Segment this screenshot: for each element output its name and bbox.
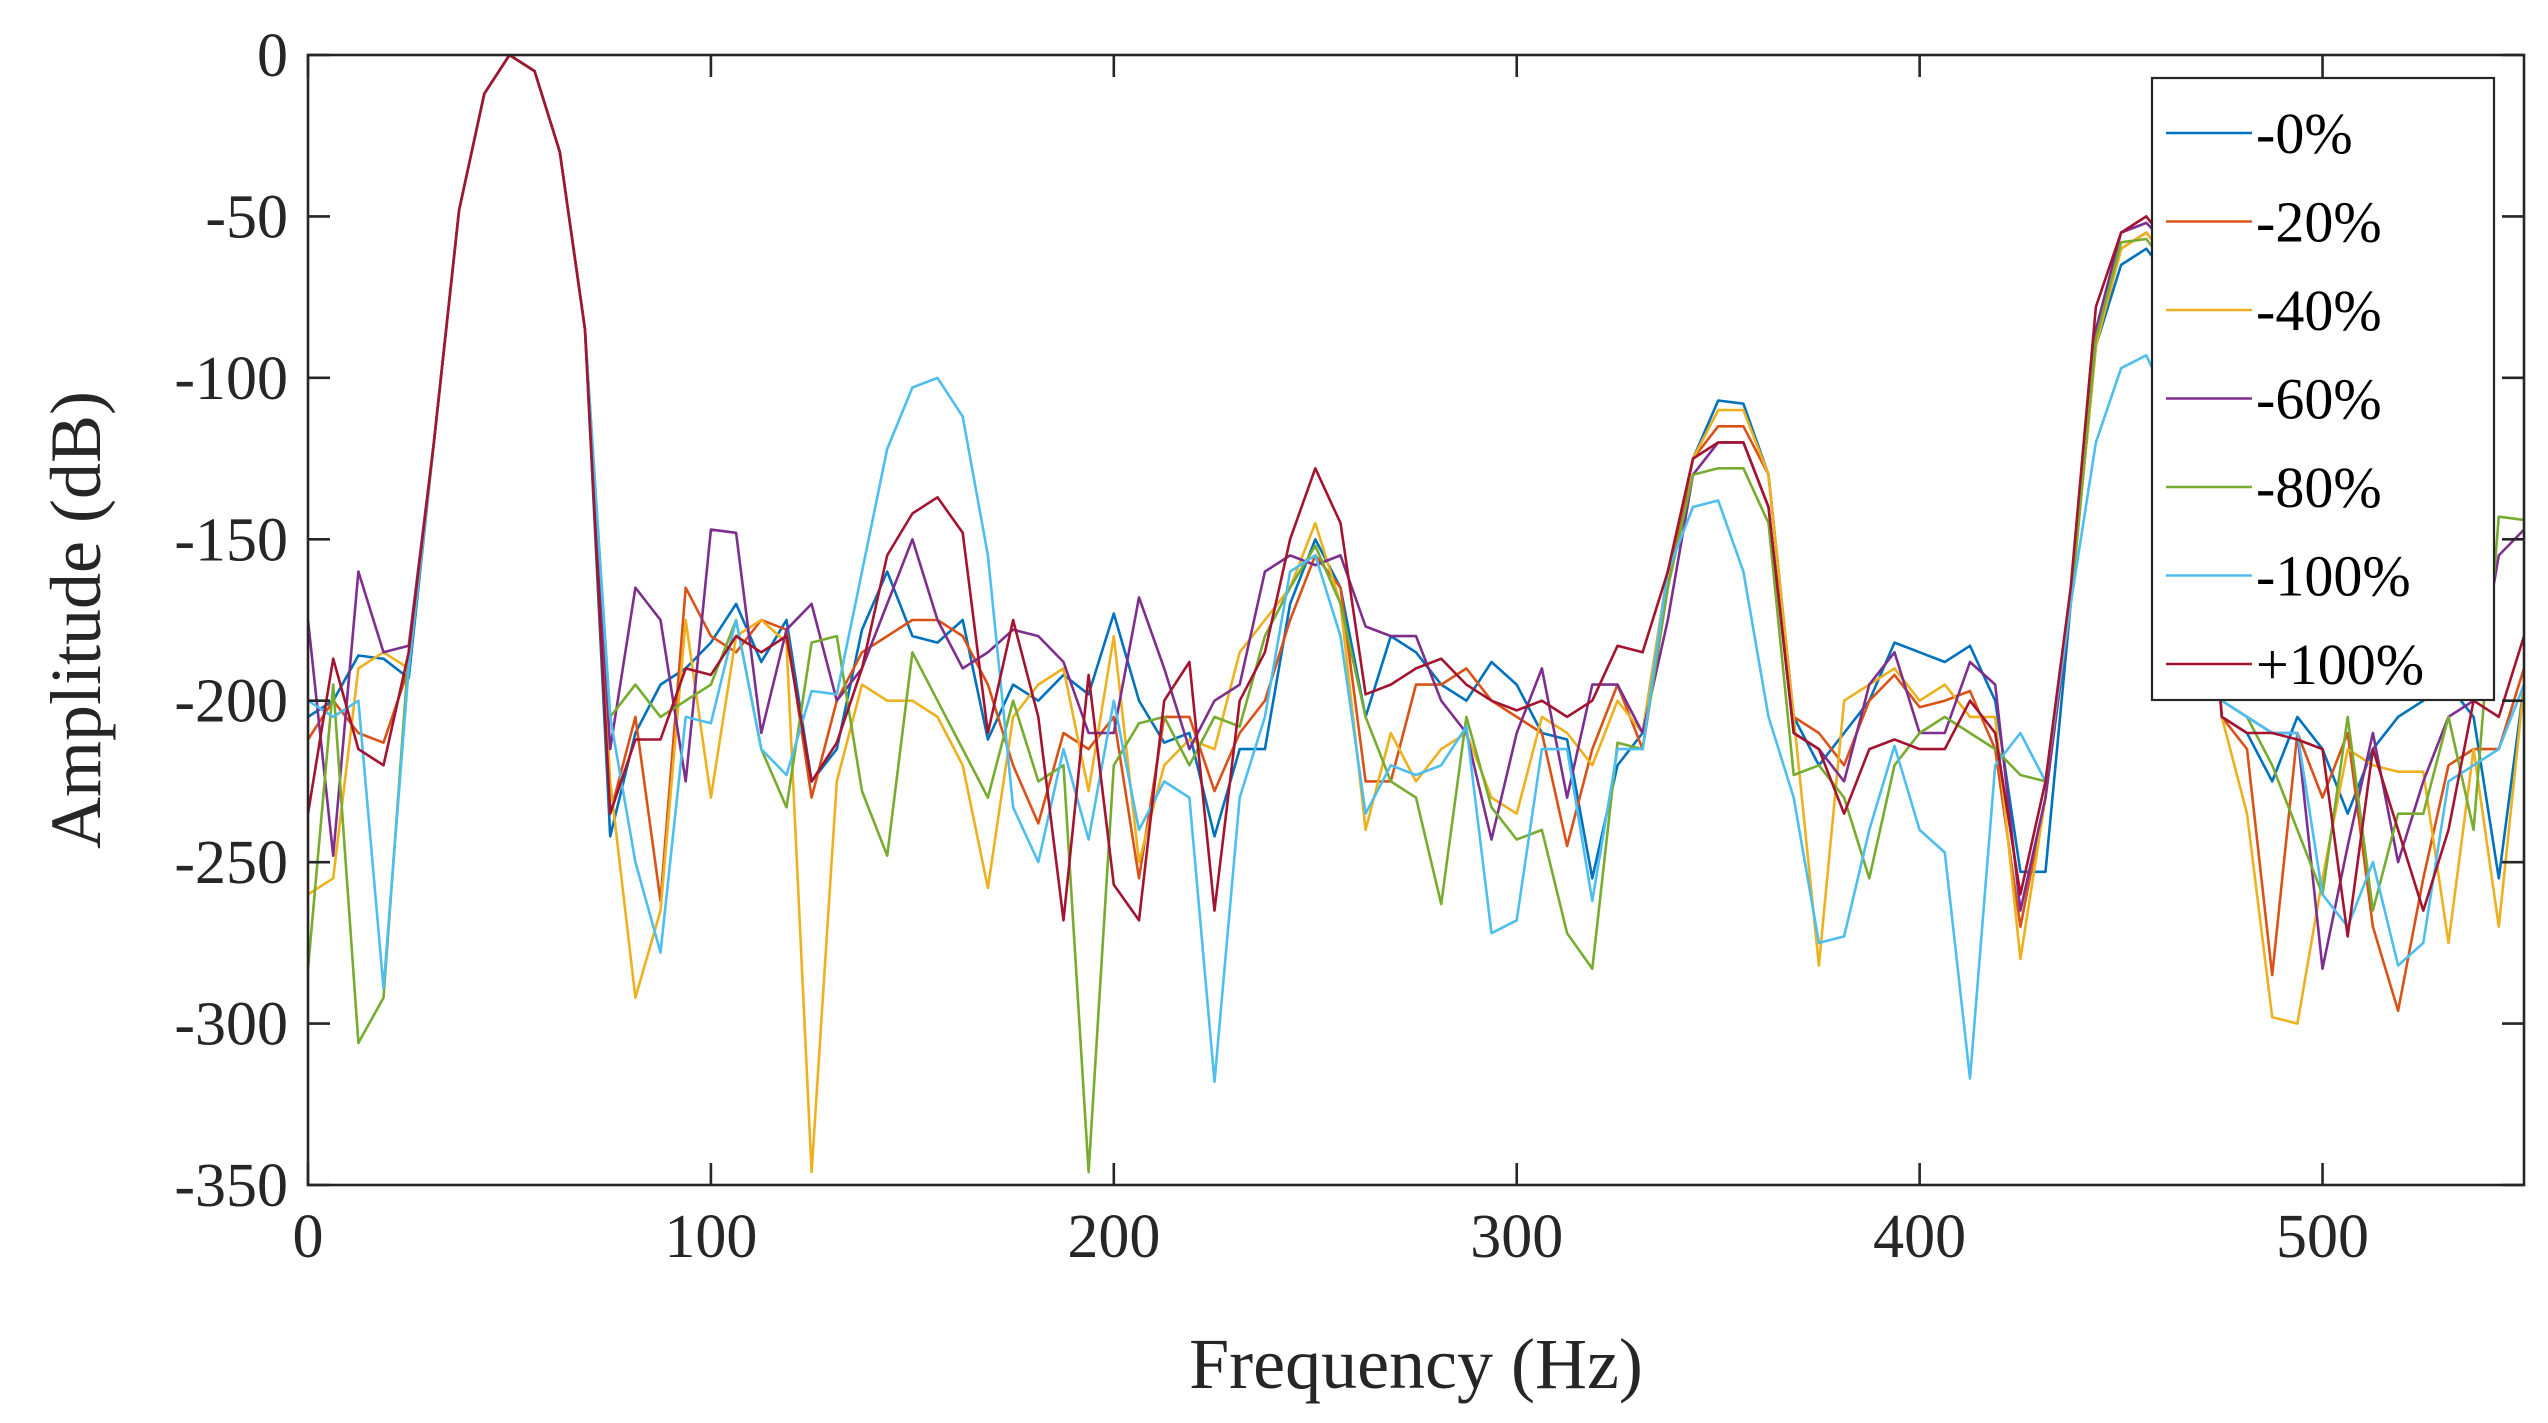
legend-label: -80% [2256,455,2382,520]
x-tick-label: 400 [1873,1203,1966,1271]
y-tick-label: -50 [205,183,288,251]
y-axis-title: Amplitude (dB) [36,391,116,849]
y-tick-label: -300 [174,991,288,1059]
legend: -0% -20% -40% -60% -80% -100% +100% [2150,76,2496,702]
y-tick-label: 0 [257,22,288,90]
y-tick-label: -100 [174,345,288,413]
x-tick-label: 300 [1470,1203,1563,1271]
y-tick-label: -200 [174,668,288,736]
y-tick-label: -250 [174,829,288,897]
plot-frame [306,53,2526,1187]
legend-label: -100% [2256,544,2411,609]
legend-label: -0% [2256,101,2353,166]
x-tick-label: 0 [293,1203,324,1271]
legend-label: +100% [2256,632,2424,697]
legend-box [2150,76,2496,702]
x-axis-title: Frequency (Hz) [1189,1324,1643,1404]
x-tick-label: 500 [2276,1203,2369,1271]
ticks-layer: 0 100 200 300 400 500 0 -50 -100 -150 -200 -250 -300… [174,22,2524,1271]
x-tick-label: 100 [664,1203,757,1271]
y-tick-label: -350 [174,1152,288,1220]
legend-label: -60% [2256,367,2382,432]
x-tick-label: 200 [1067,1203,1160,1271]
legend-label: -20% [2256,190,2382,255]
axes-layer [306,53,2526,1187]
y-tick-label: -150 [174,506,288,574]
legend-label: -40% [2256,278,2382,343]
